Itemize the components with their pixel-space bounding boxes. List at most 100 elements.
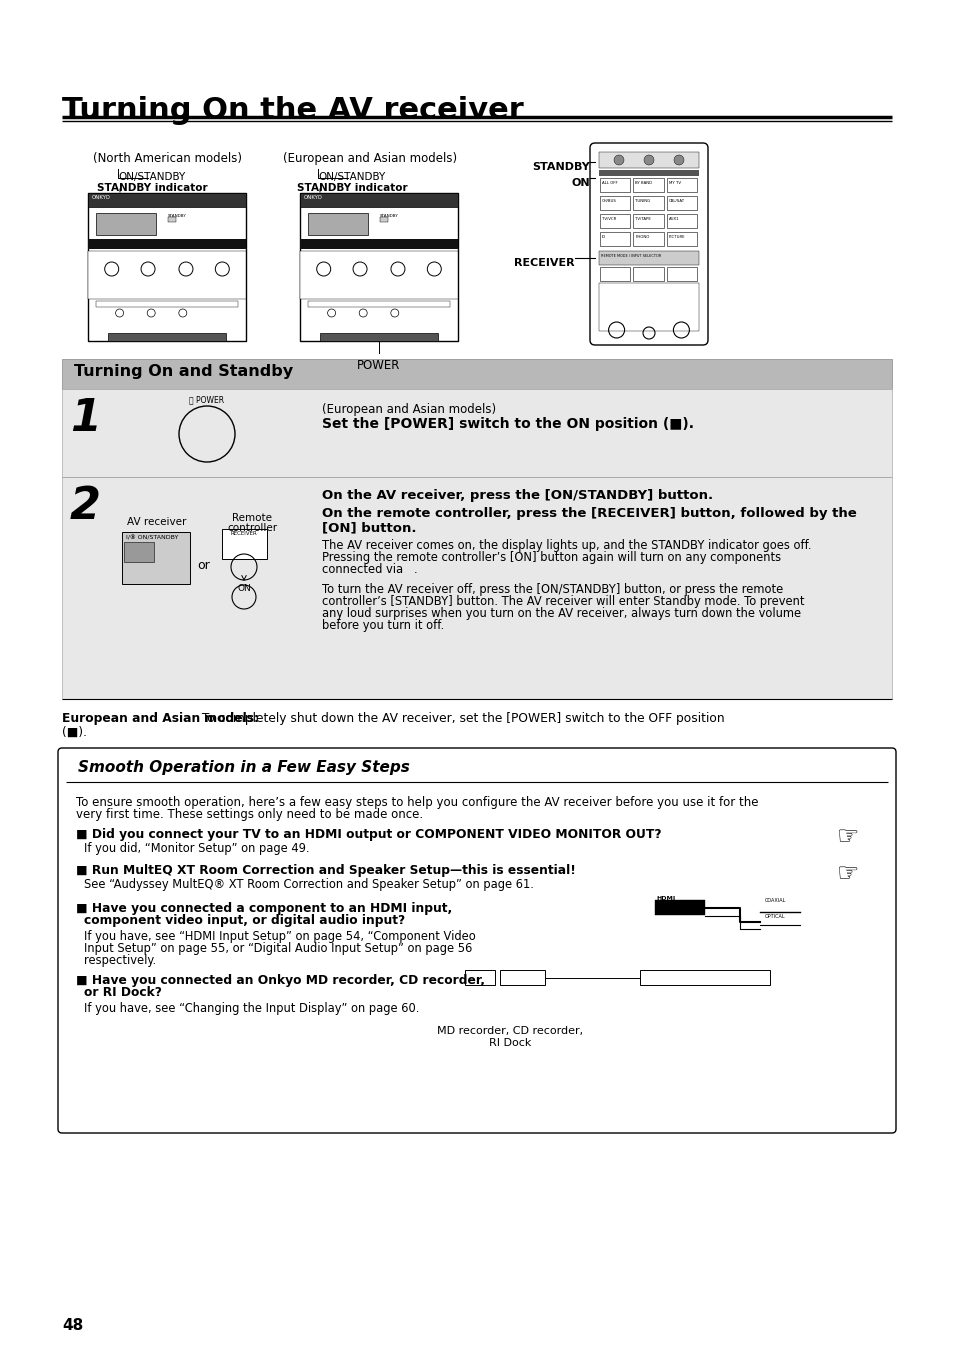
- Bar: [599, 178, 630, 192]
- Text: STANDBY: STANDBY: [532, 162, 589, 172]
- Bar: [598, 251, 699, 265]
- Text: ON/STANDBY: ON/STANDBY: [318, 172, 385, 182]
- Text: On the AV receiver, press the [ON/STANDBY] button.: On the AV receiver, press the [ON/STANDB…: [322, 489, 713, 503]
- Bar: [655, 900, 704, 915]
- Text: ☞: ☞: [836, 862, 859, 886]
- Text: COAXIAL: COAXIAL: [764, 898, 785, 902]
- Text: RECEIVER: RECEIVER: [514, 258, 575, 267]
- Bar: [599, 196, 630, 209]
- Bar: [299, 193, 457, 207]
- Text: I/⑧ ON/STANDBY: I/⑧ ON/STANDBY: [126, 535, 178, 540]
- Text: very first time. These settings only need to be made once.: very first time. These settings only nee…: [76, 808, 423, 821]
- Bar: [88, 239, 246, 249]
- Text: controller’s [STANDBY] button. The AV receiver will enter Standby mode. To preve: controller’s [STANDBY] button. The AV re…: [322, 594, 803, 608]
- Bar: [379, 218, 388, 222]
- Text: STANDBY indicator: STANDBY indicator: [96, 182, 207, 193]
- Bar: [299, 251, 457, 299]
- Text: TV/VCR: TV/VCR: [601, 218, 616, 222]
- Text: controller: controller: [227, 523, 276, 534]
- Bar: [88, 193, 246, 207]
- Text: RI Dock: RI Dock: [488, 1038, 531, 1048]
- Text: To turn the AV receiver off, press the [ON/STANDBY] button, or press the remote: To turn the AV receiver off, press the […: [322, 584, 782, 596]
- Text: 2: 2: [70, 485, 101, 528]
- Text: PICTURE: PICTURE: [668, 235, 684, 239]
- Bar: [599, 213, 630, 228]
- Text: (■).: (■).: [62, 725, 87, 739]
- Text: RECEIVER: RECEIVER: [231, 531, 257, 536]
- Bar: [598, 170, 699, 176]
- Text: MD recorder, CD recorder,: MD recorder, CD recorder,: [436, 1025, 582, 1036]
- Text: If you did, “Monitor Setup” on page 49.: If you did, “Monitor Setup” on page 49.: [84, 842, 309, 855]
- Text: ONKYO: ONKYO: [304, 195, 322, 200]
- Text: ☞: ☞: [836, 825, 859, 848]
- Bar: [633, 196, 663, 209]
- Bar: [666, 196, 697, 209]
- Bar: [666, 232, 697, 246]
- Text: REMOTE MODE / INPUT SELECTOR: REMOTE MODE / INPUT SELECTOR: [600, 254, 660, 258]
- Text: Remote: Remote: [232, 513, 272, 523]
- Bar: [598, 153, 699, 168]
- Text: See “Audyssey MultEQ® XT Room Correction and Speaker Setup” on page 61.: See “Audyssey MultEQ® XT Room Correction…: [84, 878, 534, 892]
- Text: 1: 1: [70, 397, 101, 440]
- Text: [ON] button.: [ON] button.: [322, 521, 416, 534]
- Bar: [299, 239, 457, 249]
- Text: before you turn it off.: before you turn it off.: [322, 619, 444, 632]
- Text: STANDBY: STANDBY: [379, 213, 398, 218]
- Bar: [633, 213, 663, 228]
- Bar: [168, 218, 175, 222]
- Bar: [96, 213, 156, 235]
- Text: BY BAND: BY BAND: [635, 181, 652, 185]
- Bar: [499, 970, 544, 985]
- Bar: [633, 232, 663, 246]
- Text: CH/BUS: CH/BUS: [601, 199, 617, 203]
- Text: If you have, see “HDMI Input Setup” on page 54, “Component Video: If you have, see “HDMI Input Setup” on p…: [84, 929, 476, 943]
- Text: (European and Asian models): (European and Asian models): [283, 153, 456, 165]
- Circle shape: [614, 155, 623, 165]
- Text: 48: 48: [62, 1319, 83, 1333]
- Text: OPTICAL: OPTICAL: [764, 915, 785, 919]
- Bar: [319, 332, 437, 340]
- Text: component video input, or digital audio input?: component video input, or digital audio …: [84, 915, 405, 927]
- Bar: [62, 389, 891, 477]
- Bar: [666, 178, 697, 192]
- Bar: [639, 970, 769, 985]
- Text: Input Setup” on page 55, or “Digital Audio Input Setup” on page 56: Input Setup” on page 55, or “Digital Aud…: [84, 942, 472, 955]
- Text: POWER: POWER: [357, 359, 400, 372]
- Text: AV receiver: AV receiver: [127, 517, 187, 527]
- Text: ON: ON: [237, 584, 251, 593]
- Text: ■ Run MultEQ XT Room Correction and Speaker Setup—this is essential!: ■ Run MultEQ XT Room Correction and Spea…: [76, 865, 576, 877]
- Bar: [308, 301, 450, 307]
- Bar: [633, 267, 663, 281]
- Circle shape: [643, 155, 654, 165]
- Text: The AV receiver comes on, the display lights up, and the STANDBY indicator goes : The AV receiver comes on, the display li…: [322, 539, 811, 553]
- Text: or RI Dock?: or RI Dock?: [84, 986, 162, 998]
- Text: respectively.: respectively.: [84, 954, 156, 967]
- Text: or: or: [197, 559, 211, 571]
- Text: MY TV: MY TV: [668, 181, 679, 185]
- FancyBboxPatch shape: [589, 143, 707, 345]
- Text: Set the [POWER] switch to the ON position (■).: Set the [POWER] switch to the ON positio…: [322, 417, 693, 431]
- Bar: [124, 542, 153, 562]
- Text: HDMI: HDMI: [656, 896, 675, 901]
- Text: Turning On the AV receiver: Turning On the AV receiver: [62, 96, 523, 126]
- Text: CBL/SAT: CBL/SAT: [668, 199, 684, 203]
- Text: European and Asian models:: European and Asian models:: [62, 712, 258, 725]
- Bar: [599, 267, 630, 281]
- Text: Smooth Operation in a Few Easy Steps: Smooth Operation in a Few Easy Steps: [78, 761, 410, 775]
- Text: Ⓞ POWER: Ⓞ POWER: [190, 394, 224, 404]
- Text: ALL OFF: ALL OFF: [601, 181, 618, 185]
- Circle shape: [673, 155, 683, 165]
- Bar: [108, 332, 226, 340]
- Text: ONKYO: ONKYO: [91, 195, 111, 200]
- Text: On the remote controller, press the [RECEIVER] button, followed by the: On the remote controller, press the [REC…: [322, 507, 856, 520]
- Bar: [122, 532, 190, 584]
- Text: TV/TAPE: TV/TAPE: [635, 218, 651, 222]
- Text: Pressing the remote controller’s [ON] button again will turn on any components: Pressing the remote controller’s [ON] bu…: [322, 551, 781, 563]
- Text: ON/STANDBY: ON/STANDBY: [118, 172, 186, 182]
- Text: If you have, see “Changing the Input Display” on page 60.: If you have, see “Changing the Input Dis…: [84, 1002, 419, 1015]
- Bar: [633, 178, 663, 192]
- Bar: [464, 970, 495, 985]
- Bar: [88, 193, 246, 340]
- Text: connected via   .: connected via .: [322, 563, 417, 576]
- Bar: [599, 232, 630, 246]
